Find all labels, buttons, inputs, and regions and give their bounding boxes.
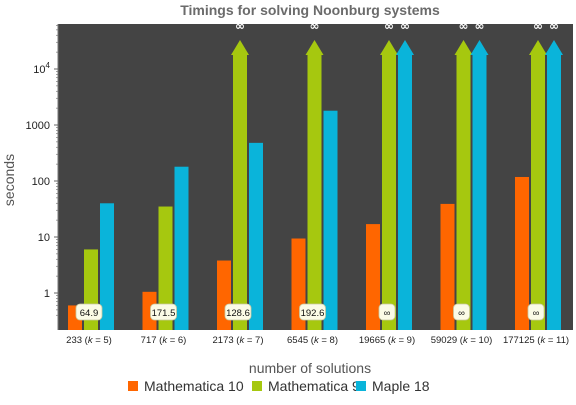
legend-label-mathematica9: Mathematica 9 — [268, 378, 360, 394]
infinity-label: ∞ — [400, 19, 410, 33]
infinity-label: ∞ — [533, 19, 543, 33]
bar-mathematica9-5 — [382, 54, 396, 330]
data-label: 128.6 — [226, 308, 250, 319]
y-ticks: 1 10 100 1000 104 — [26, 25, 58, 316]
infinity-label: ∞ — [235, 19, 245, 33]
bar-maple18-2 — [174, 166, 189, 330]
bar-mathematica9-7 — [531, 54, 545, 330]
x-axis-label: number of solutions — [249, 360, 371, 376]
y-tick-label: 1000 — [26, 120, 50, 132]
x-tick-label: 59029 (k = 10) — [431, 335, 493, 346]
bar-arrow-mathematica9-5 — [380, 40, 398, 55]
infinity-label: ∞ — [459, 19, 469, 33]
bar-maple18-6 — [472, 54, 487, 330]
bar-arrow-maple18-5 — [396, 40, 414, 55]
infinity-label: ∞ — [475, 19, 485, 33]
bar-mathematica10-7 — [515, 176, 529, 330]
legend-swatch-mathematica10 — [128, 381, 138, 391]
data-label-box — [378, 303, 396, 321]
data-label-box — [75, 303, 103, 321]
bar-arrow-maple18-7 — [545, 40, 563, 55]
infinity-label: ∞ — [384, 19, 394, 33]
legend-label-mathematica10: Mathematica 10 — [144, 378, 244, 394]
y-tick-label: 10 — [38, 232, 50, 244]
bar-maple18-3 — [249, 142, 263, 330]
bar-mathematica9-6 — [456, 54, 471, 330]
bar-mathematica10-5 — [366, 224, 380, 330]
data-labels: 64.9 171.5 128.6 192.6 ∞ ∞ ∞ — [75, 303, 545, 321]
legend-label-maple18: Maple 18 — [372, 378, 430, 394]
y-axis-label: seconds — [1, 154, 17, 206]
bar-mathematica10-2 — [142, 291, 157, 330]
chart-title: Timings for solving Noonburg systems — [180, 2, 440, 18]
x-tick-label: 233 (k = 5) — [66, 335, 112, 346]
legend-swatch-mathematica9 — [252, 381, 262, 391]
y-tick-label: 104 — [33, 61, 50, 76]
data-label-box — [453, 303, 470, 321]
infinity-label: ∞ — [310, 19, 320, 33]
bar-arrow-mathematica9-6 — [454, 40, 473, 55]
bar-mathematica10-6 — [440, 203, 455, 330]
data-label: ∞ — [384, 308, 391, 319]
data-label: 192.6 — [301, 308, 325, 319]
x-tick-label: 717 (k = 6) — [141, 335, 187, 346]
x-tick-label: 2173 (k = 7) — [213, 335, 264, 346]
bar-maple18-4 — [323, 110, 338, 330]
bar-arrow-maple18-6 — [470, 40, 489, 55]
bar-mathematica9-4 — [307, 54, 322, 330]
bar-maple18-5 — [398, 54, 412, 330]
data-label: 64.9 — [80, 308, 99, 319]
bar-arrow-mathematica9-7 — [529, 40, 547, 55]
bars: ∞ ∞ ∞ ∞ ∞ ∞ ∞ ∞ — [68, 19, 563, 330]
bar-maple18-1 — [100, 203, 114, 330]
data-label: ∞ — [458, 308, 465, 319]
legend: Mathematica 10 Mathematica 9 Maple 18 — [128, 378, 430, 394]
y-tick-label: 1 — [44, 288, 50, 300]
x-tick-label: 6545 (k = 8) — [287, 335, 338, 346]
x-ticks: 233 (k = 5) 717 (k = 6) 2173 (k = 7) 6545 (… — [66, 335, 569, 346]
x-tick-label: 19665 (k = 9) — [359, 335, 415, 346]
data-label-box — [150, 303, 177, 321]
data-label-box — [224, 303, 252, 321]
bar-mathematica9-3 — [233, 54, 247, 330]
data-label-box — [299, 303, 326, 321]
data-label: 171.5 — [152, 308, 176, 319]
data-label: ∞ — [533, 308, 540, 319]
bar-mathematica9-2 — [158, 206, 173, 330]
data-label-box — [527, 303, 545, 321]
y-tick-label: 100 — [32, 176, 50, 188]
bar-arrow-mathematica9-4 — [305, 40, 324, 55]
infinity-label: ∞ — [549, 19, 559, 33]
x-tick-label: 177125 (k = 11) — [503, 335, 569, 346]
bar-arrow-mathematica9-3 — [231, 40, 249, 55]
legend-swatch-maple18 — [356, 381, 366, 391]
bar-maple18-7 — [547, 54, 561, 330]
